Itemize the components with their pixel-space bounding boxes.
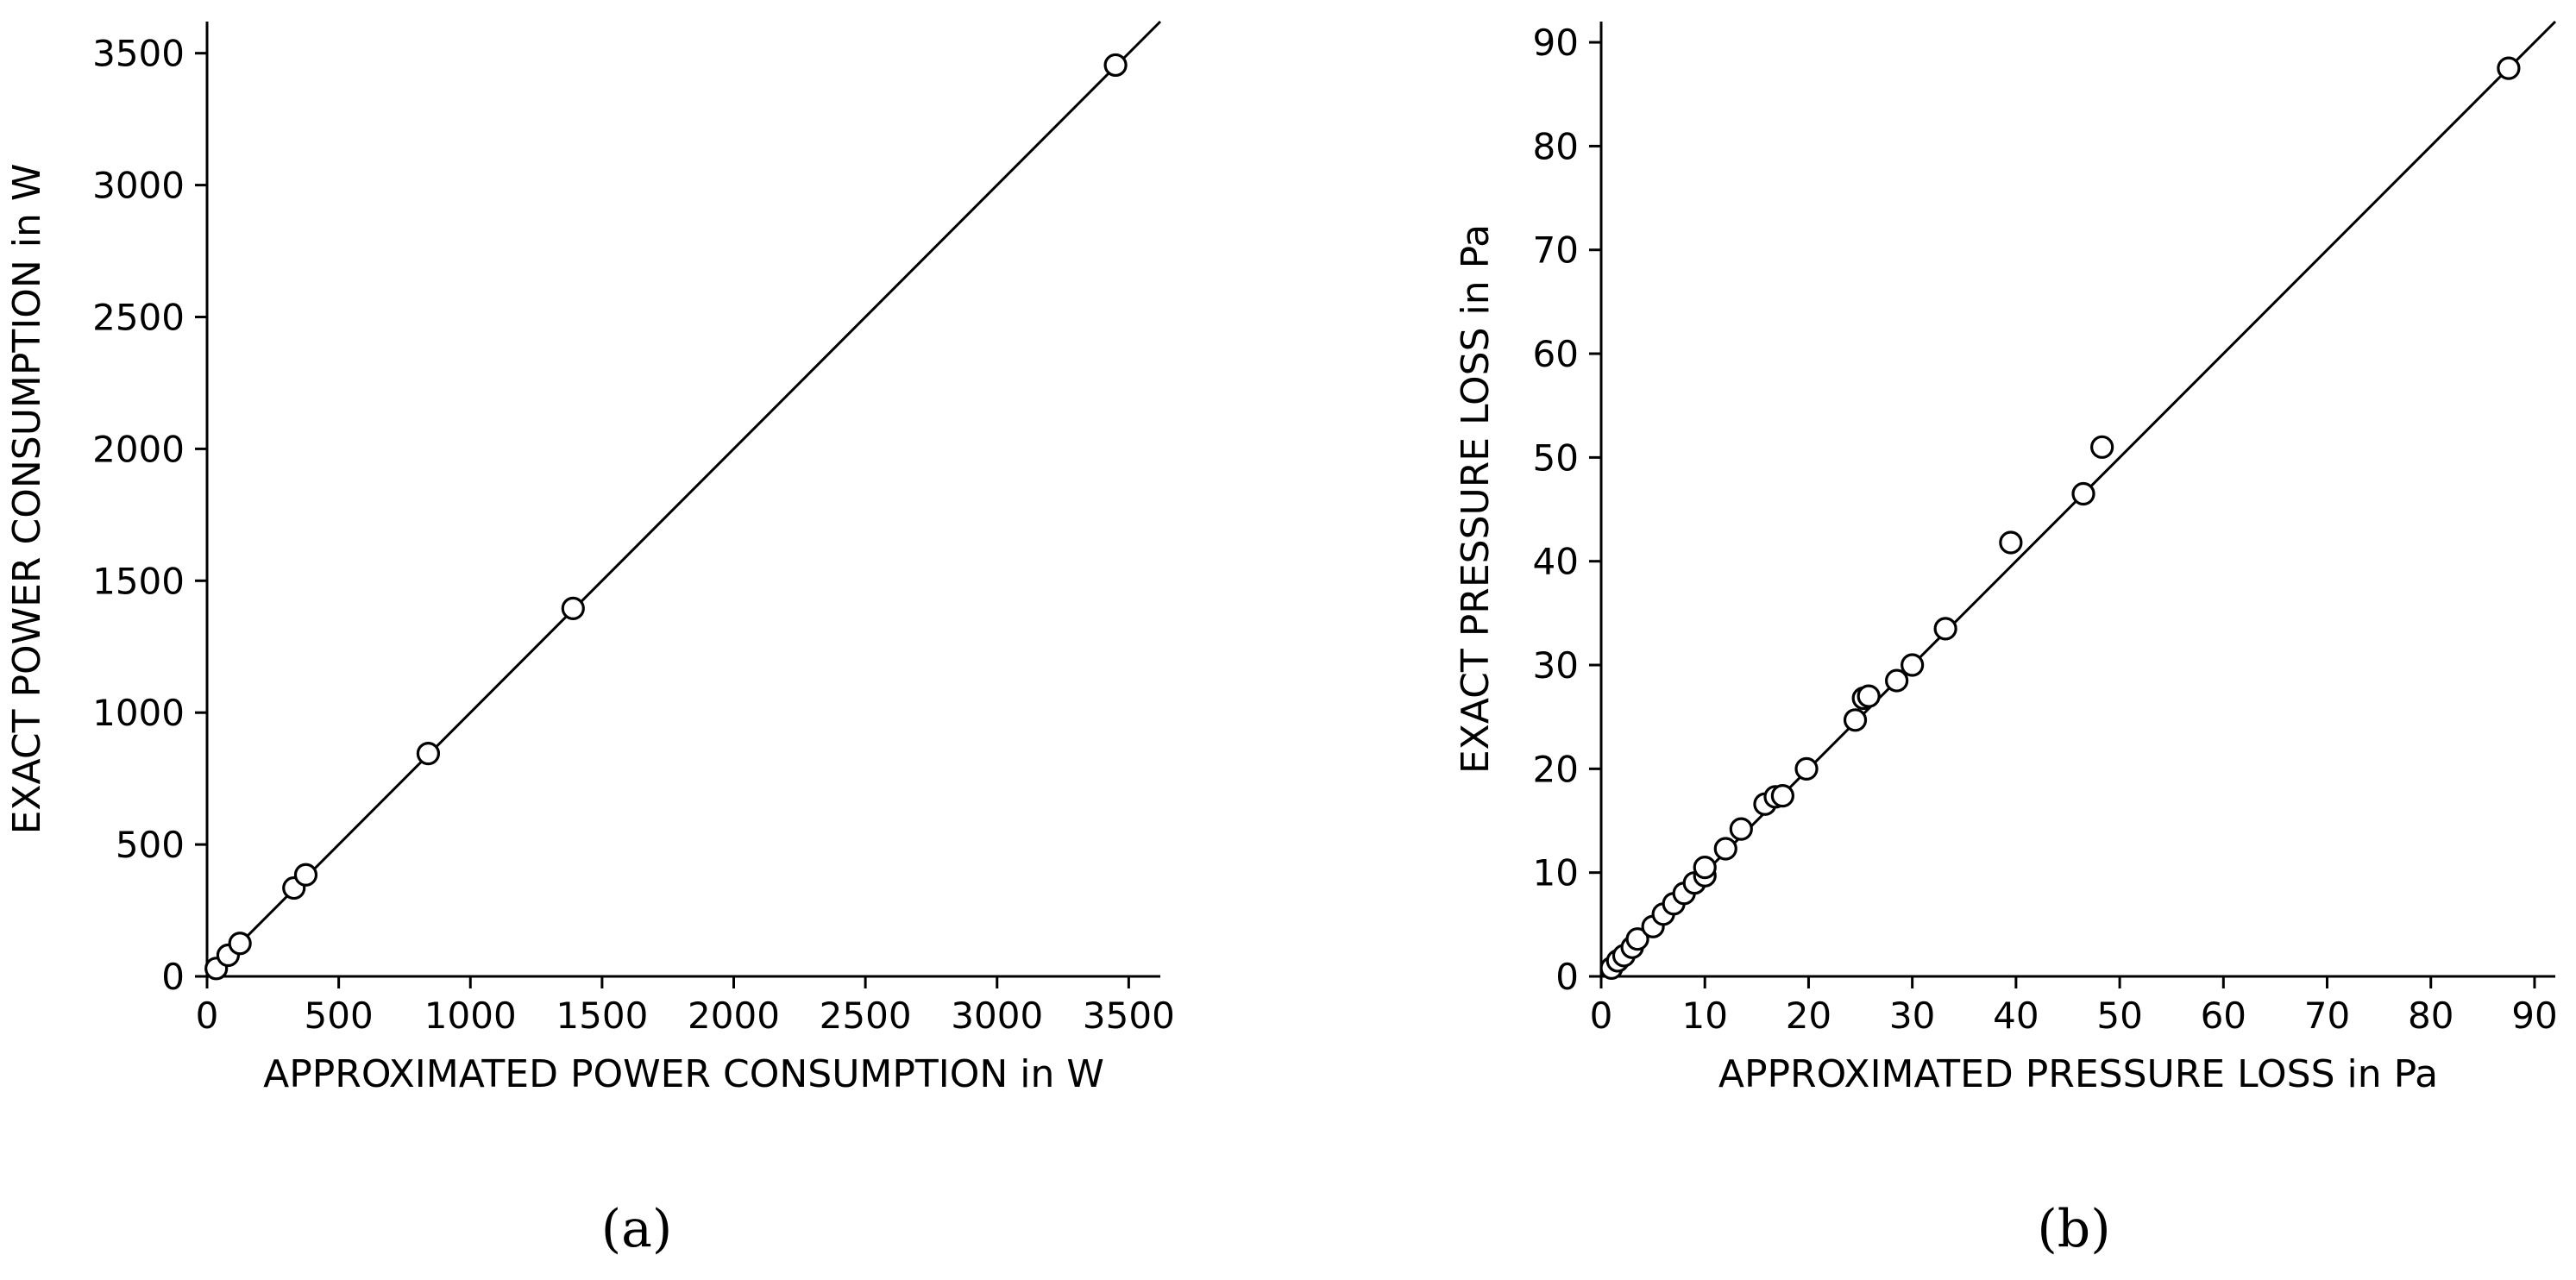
panel-a-y-tick-label: 3000 <box>92 165 185 207</box>
panel-b-y-axis-title: EXACT PRESSURE LOSS in Pa <box>1454 224 1498 774</box>
panel-a-x-tick-label: 1500 <box>556 995 648 1037</box>
panel-b-data-point <box>1770 784 1794 808</box>
panel-b-data-point <box>1713 837 1737 861</box>
panel-b-x-tick-label: 80 <box>2408 995 2453 1037</box>
panel-a-y-tick-label: 500 <box>116 824 185 866</box>
panel-a-data-point <box>1103 53 1128 78</box>
panel-a-y-tick-label: 2000 <box>92 428 185 470</box>
panel-b-data-point <box>1885 668 1909 693</box>
panel-a-x-tick-label: 3500 <box>1083 995 1175 1037</box>
panel-b-data-point <box>1857 684 1881 708</box>
panel-b-y-tick-label: 60 <box>1533 333 1579 375</box>
panel-b-x-axis-title: APPROXIMATED PRESSURE LOSS in Pa <box>1718 1052 2438 1096</box>
panel-b-caption: (b) <box>2037 1199 2110 1259</box>
panel-b-x-tick-label: 40 <box>1993 995 2039 1037</box>
panel-a-y-tick-label: 0 <box>161 956 185 998</box>
panel-b-data-point <box>1901 653 1925 677</box>
panel-b-x-tick-label: 50 <box>2096 995 2142 1037</box>
panel-b-chart: 0 10 20 30 40 50 60 70 80 90 0 10 20 30 40 50 60 70 80 90 AP… <box>1454 20 2558 1259</box>
panel-a-y-tick-label: 1500 <box>92 560 185 602</box>
panel-a-x-tick-label: 2500 <box>820 995 912 1037</box>
panel-b-data-point <box>2090 435 2114 459</box>
panel-b-data-point <box>1843 708 1868 732</box>
panel-b-x-tick-label: 90 <box>2511 995 2557 1037</box>
panel-b-x-tick-label: 0 <box>1590 995 1613 1037</box>
panel-b-data-point <box>1625 927 1649 951</box>
panel-b-y-tick-label: 0 <box>1555 956 1579 998</box>
panel-a-data-point <box>228 932 252 956</box>
panel-b-data-point <box>1693 856 1717 880</box>
panel-a-y-axis-title: EXACT POWER CONSUMPTION in W <box>5 164 49 835</box>
panel-a-data-point <box>293 863 318 887</box>
panel-a-identity-line <box>205 20 1162 978</box>
panel-a-x-tick-label: 500 <box>305 995 374 1037</box>
panel-a-x-tick-label: 1000 <box>424 995 517 1037</box>
panel-b-x-tick-label: 30 <box>1889 995 1935 1037</box>
panel-b-data-point <box>1999 530 2023 555</box>
panel-b-data-point <box>1794 756 1819 781</box>
panel-b-y-tick-label: 80 <box>1533 125 1579 167</box>
panel-a-y-tick-label: 3500 <box>92 33 185 75</box>
panel-a-x-tick-label: 3000 <box>951 995 1043 1037</box>
panel-a-x-tick-label: 2000 <box>688 995 780 1037</box>
panel-b-y-tick-label: 20 <box>1533 748 1579 790</box>
panel-b-data-point <box>1729 817 1753 841</box>
panel-a-data-point <box>561 596 585 621</box>
panel-b-data-point <box>2497 56 2521 80</box>
panel-b-y-tick-label: 30 <box>1533 644 1579 687</box>
panel-b-y-tick-label: 70 <box>1533 229 1579 272</box>
panel-b-x-tick-label: 70 <box>2304 995 2350 1037</box>
panel-b-y-tick-label: 50 <box>1533 436 1579 479</box>
panel-a-x-tick-label: 0 <box>196 995 219 1037</box>
panel-b-x-tick-label: 10 <box>1681 995 1727 1037</box>
panel-b-y-tick-label: 10 <box>1533 852 1579 894</box>
panel-a-caption: (a) <box>601 1199 673 1259</box>
panel-a-y-tick-label: 2500 <box>92 296 185 338</box>
panel-b-x-tick-label: 20 <box>1786 995 1831 1037</box>
panel-b-x-tick-label: 60 <box>2201 995 2246 1037</box>
panel-b-y-tick-label: 40 <box>1533 541 1579 583</box>
panel-a-y-tick-label: 1000 <box>92 692 185 734</box>
panel-b-data-point <box>1933 617 1957 641</box>
panel-b-data-point <box>2071 481 2095 506</box>
panel-a-data-point <box>416 741 441 766</box>
panel-b-y-tick-label: 90 <box>1533 22 1579 64</box>
panel-a-x-axis-title: APPROXIMATED POWER CONSUMPTION in W <box>263 1052 1104 1096</box>
panel-a-chart: 0 500 1000 1500 2000 2500 3000 3500 0 500 1000 1500… <box>5 20 1175 1259</box>
